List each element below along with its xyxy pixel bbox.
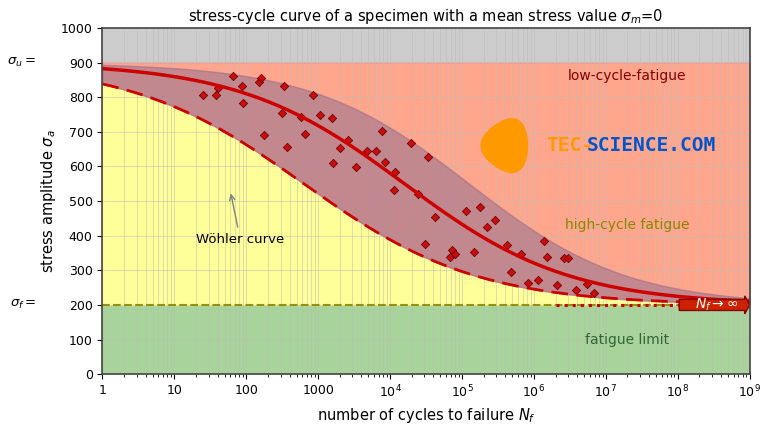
Point xyxy=(333,144,346,151)
Point xyxy=(388,187,400,194)
Point xyxy=(444,254,456,261)
Point xyxy=(253,78,266,85)
Point xyxy=(551,282,564,289)
Text: $N_f \rightarrow \infty$: $N_f \rightarrow \infty$ xyxy=(695,297,739,313)
Point xyxy=(570,286,582,293)
Text: fatigue limit: fatigue limit xyxy=(585,333,670,346)
Point xyxy=(581,280,593,287)
Point xyxy=(210,92,222,98)
Point xyxy=(278,83,290,89)
Point xyxy=(515,250,528,257)
Point xyxy=(474,203,486,210)
Point xyxy=(541,254,553,260)
Point xyxy=(257,131,270,138)
Point xyxy=(197,92,209,99)
Point xyxy=(300,131,312,138)
Point xyxy=(449,250,462,257)
Text: high-cycle fatigue: high-cycle fatigue xyxy=(565,218,690,232)
Point xyxy=(531,276,544,283)
Text: SCIENCE.COM: SCIENCE.COM xyxy=(587,136,717,155)
Point xyxy=(212,84,224,91)
Point xyxy=(422,154,434,161)
Text: $\sigma_u=$: $\sigma_u=$ xyxy=(7,56,36,69)
Point xyxy=(361,147,373,154)
Text: TEC-: TEC- xyxy=(547,136,594,155)
Point xyxy=(501,241,513,248)
Point xyxy=(588,289,601,296)
Point xyxy=(538,238,551,245)
Text: $\sigma_f=$: $\sigma_f=$ xyxy=(9,299,36,311)
Point xyxy=(558,254,570,261)
Y-axis label: stress amplitude $\sigma_a$: stress amplitude $\sigma_a$ xyxy=(39,129,58,273)
Text: low-cycle-fatigue: low-cycle-fatigue xyxy=(568,70,687,83)
Point xyxy=(370,147,382,154)
Bar xyxy=(102,305,750,374)
Point xyxy=(460,207,472,214)
Point xyxy=(255,75,267,82)
Point xyxy=(429,213,441,220)
Point xyxy=(281,143,293,150)
Point xyxy=(468,249,480,256)
Point xyxy=(489,216,502,223)
Ellipse shape xyxy=(481,119,528,172)
Point xyxy=(342,137,354,143)
Text: Wöhler curve: Wöhler curve xyxy=(196,195,284,245)
Point xyxy=(327,159,339,166)
Point xyxy=(227,72,239,79)
Point xyxy=(307,92,319,98)
Bar xyxy=(102,63,750,305)
Point xyxy=(276,110,288,117)
Point xyxy=(236,83,248,89)
Point xyxy=(379,159,392,165)
Bar xyxy=(102,28,750,63)
Point xyxy=(389,168,402,175)
Point xyxy=(561,255,574,262)
Point xyxy=(349,163,362,170)
Point xyxy=(419,241,431,248)
Point xyxy=(412,191,424,198)
Point xyxy=(445,247,458,254)
Point xyxy=(314,111,326,118)
FancyArrow shape xyxy=(679,296,750,314)
Point xyxy=(376,127,388,134)
Point xyxy=(405,140,417,147)
X-axis label: number of cycles to failure $N_f$: number of cycles to failure $N_f$ xyxy=(316,406,535,425)
Point xyxy=(326,114,338,121)
Point xyxy=(295,114,307,121)
Point xyxy=(481,224,493,231)
Point xyxy=(521,279,534,286)
Title: stress-cycle curve of a specimen with a mean stress value $\sigma_m$=0: stress-cycle curve of a specimen with a … xyxy=(188,7,664,26)
Point xyxy=(505,269,518,276)
Point xyxy=(237,99,250,106)
